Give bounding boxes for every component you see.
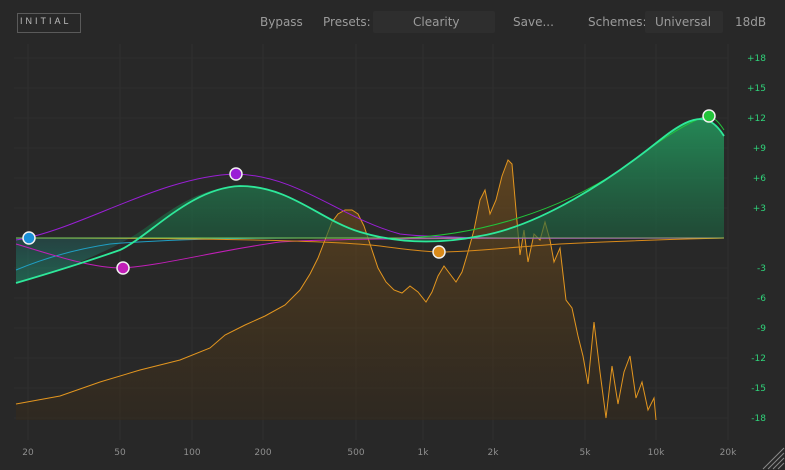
eq-graph[interactable]: +18 +15 +12 +9 +6 +3 -3 -6 -9 -12 -15 -1… — [0, 44, 785, 470]
preset-selector[interactable] — [373, 11, 495, 33]
x-tick-label: 200 — [254, 448, 271, 458]
y-tick-label: +9 — [753, 144, 767, 154]
y-tick-label: -18 — [751, 414, 766, 424]
y-tick-label: -9 — [757, 324, 766, 334]
bypass-button[interactable]: Bypass — [260, 15, 303, 29]
y-tick-label: +12 — [747, 114, 766, 124]
preset-value[interactable]: Clearity — [413, 15, 460, 29]
eq-curve — [15, 118, 725, 284]
y-tick-label: +18 — [747, 54, 766, 64]
spectrum-fill — [16, 160, 656, 420]
x-tick-label: 1k — [418, 448, 430, 458]
schemes-label: Schemes: — [588, 15, 647, 29]
logo-text: INITIAL — [20, 16, 72, 26]
x-tick-label: 100 — [183, 448, 200, 458]
y-tick-label: +3 — [753, 204, 766, 214]
presets-label: Presets: — [323, 15, 371, 29]
x-tick-label: 2k — [488, 448, 500, 458]
x-tick-label: 50 — [114, 448, 126, 458]
x-tick-label: 500 — [347, 448, 364, 458]
y-tick-label: +15 — [747, 84, 766, 94]
y-tick-label: +6 — [753, 174, 767, 184]
x-tick-label: 10k — [648, 448, 665, 458]
band-handle-low-dip[interactable] — [116, 261, 130, 275]
band-handle-low-shelf[interactable] — [22, 231, 36, 245]
y-tick-label: -12 — [751, 354, 766, 364]
resize-grip-icon[interactable] — [762, 447, 785, 470]
y-tick-label: -6 — [757, 294, 766, 304]
band-handle-high-shelf[interactable] — [702, 109, 716, 123]
spectrum-line — [15, 159, 657, 421]
y-tick-label: -3 — [757, 264, 766, 274]
x-tick-label: 5k — [580, 448, 592, 458]
y-tick-label: -15 — [751, 384, 766, 394]
band-handle-mid-cut[interactable] — [432, 245, 446, 259]
eq-curve-fill-positive — [130, 119, 724, 242]
x-tick-label: 20 — [22, 448, 34, 458]
save-button[interactable]: Save... — [513, 15, 554, 29]
scheme-selector[interactable] — [645, 11, 723, 33]
logo: INITIAL — [17, 13, 81, 33]
band-handle-mid-boost[interactable] — [229, 167, 243, 181]
scheme-value[interactable]: Universal — [655, 15, 712, 29]
toolbar: INITIAL Bypass Presets: Clearity Save...… — [0, 0, 785, 44]
x-tick-label: 20k — [720, 448, 737, 458]
eq-canvas[interactable]: +18 +15 +12 +9 +6 +3 -3 -6 -9 -12 -15 -1… — [0, 44, 785, 470]
range-button[interactable]: 18dB — [735, 15, 767, 29]
